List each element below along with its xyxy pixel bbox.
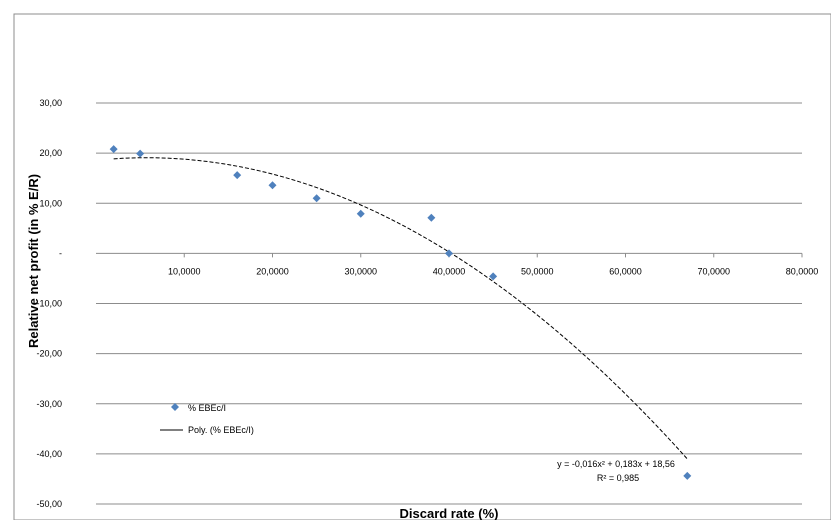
data-point <box>268 181 277 190</box>
data-point <box>683 471 692 480</box>
data-point <box>136 149 145 158</box>
y-tick-label: - <box>59 248 62 258</box>
trendline-path <box>113 157 688 460</box>
y-tick-label: 30,00 <box>39 98 62 108</box>
chart-border <box>13 13 831 521</box>
legend: % EBEc/I Poly. (% EBEc/I) <box>160 403 254 435</box>
legend-label-trend: Poly. (% EBEc/I) <box>188 425 254 435</box>
x-tick-label: 30,0000 <box>344 266 377 276</box>
data-point <box>312 194 321 203</box>
y-tick-label: 20,00 <box>39 148 62 158</box>
data-point <box>356 209 365 218</box>
x-tick-label: 10,0000 <box>168 266 201 276</box>
data-point <box>427 213 436 222</box>
x-tick-label: 40,0000 <box>433 266 466 276</box>
trendline-r2: R² = 0,985 <box>597 473 639 483</box>
y-axis-title: Relative net profit (in % E/R) <box>26 174 41 348</box>
x-axis-title: Discard rate (%) <box>400 506 499 520</box>
data-points <box>109 145 692 480</box>
trendline-equation: y = -0,016x² + 0,183x + 18,56 <box>557 459 675 469</box>
y-tick-label: -20,00 <box>36 349 62 359</box>
data-point <box>489 272 498 281</box>
data-point <box>109 145 118 154</box>
y-tick-label: -50,00 <box>36 499 62 509</box>
data-point <box>445 249 453 258</box>
x-tick-label: 20,0000 <box>256 266 289 276</box>
y-tick-label: 10,00 <box>39 198 62 208</box>
trendline-annotation: y = -0,016x² + 0,183x + 18,56 R² = 0,985 <box>557 459 675 483</box>
legend-label-scatter: % EBEc/I <box>188 403 226 413</box>
legend-marker-scatter <box>171 403 179 411</box>
x-tick-label: 70,0000 <box>697 266 730 276</box>
y-tick-labels: 30,00 20,00 10,00 - -10,00 -20,00 -30,00 -40,00… <box>36 98 62 509</box>
x-tick-labels: 10,0000 20,0000 30,0000 40,0000 50,0000 60,00… <box>168 266 818 276</box>
x-tick-label: 50,0000 <box>521 266 554 276</box>
y-tick-label: -10,00 <box>36 299 62 309</box>
y-tick-label: -30,00 <box>36 399 62 409</box>
trendline <box>113 157 688 460</box>
x-tick-label: 80,0000 <box>786 266 819 276</box>
data-point <box>233 171 242 180</box>
gridlines <box>96 102 802 505</box>
y-tick-label: -40,00 <box>36 449 62 459</box>
x-tick-label: 60,0000 <box>609 266 642 276</box>
